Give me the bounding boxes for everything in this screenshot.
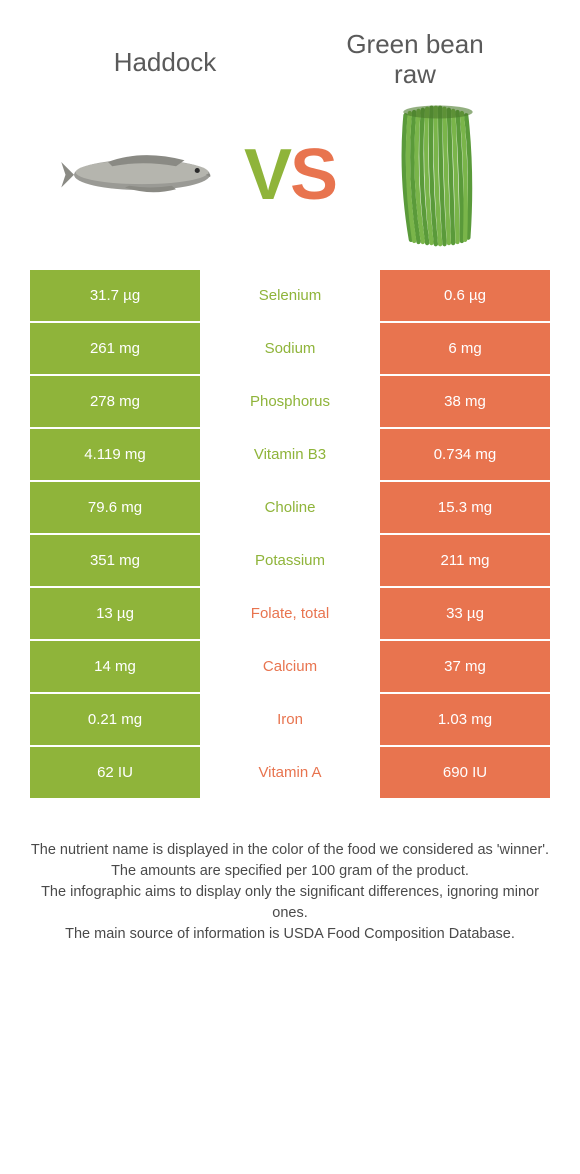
header: Haddock Green bean raw — [0, 0, 580, 100]
nutrient-name-cell: Potassium — [200, 535, 380, 586]
right-value-cell: 690 IU — [380, 747, 550, 798]
footer-notes: The nutrient name is displayed in the co… — [0, 800, 580, 945]
right-value-cell: 211 mg — [380, 535, 550, 586]
left-value-cell: 0.21 mg — [30, 694, 200, 745]
left-value-cell: 79.6 mg — [30, 482, 200, 533]
left-value-cell: 261 mg — [30, 323, 200, 374]
haddock-image — [40, 110, 244, 240]
table-row: 13 µgFolate, total33 µg — [30, 588, 550, 639]
right-value-cell: 38 mg — [380, 376, 550, 427]
right-value-cell: 6 mg — [380, 323, 550, 374]
left-value-cell: 14 mg — [30, 641, 200, 692]
right-title-line2: raw — [394, 59, 436, 89]
nutrient-name-cell: Vitamin B3 — [200, 429, 380, 480]
nutrient-table: 31.7 µgSelenium0.6 µg261 mgSodium6 mg278… — [0, 270, 580, 798]
table-row: 351 mgPotassium211 mg — [30, 535, 550, 586]
table-row: 261 mgSodium6 mg — [30, 323, 550, 374]
nutrient-name-cell: Calcium — [200, 641, 380, 692]
left-value-cell: 13 µg — [30, 588, 200, 639]
right-value-cell: 33 µg — [380, 588, 550, 639]
left-value-cell: 351 mg — [30, 535, 200, 586]
right-value-cell: 0.734 mg — [380, 429, 550, 480]
nutrient-name-cell: Iron — [200, 694, 380, 745]
green-beans-image — [336, 110, 540, 240]
footer-line1: The nutrient name is displayed in the co… — [30, 840, 550, 861]
right-value-cell: 1.03 mg — [380, 694, 550, 745]
nutrient-name-cell: Folate, total — [200, 588, 380, 639]
table-row: 278 mgPhosphorus38 mg — [30, 376, 550, 427]
vs-s: S — [290, 135, 336, 215]
vs-v: V — [244, 135, 290, 215]
left-value-cell: 31.7 µg — [30, 270, 200, 321]
footer-line3: The infographic aims to display only the… — [30, 882, 550, 924]
nutrient-name-cell: Choline — [200, 482, 380, 533]
table-row: 62 IUVitamin A690 IU — [30, 747, 550, 798]
left-value-cell: 62 IU — [30, 747, 200, 798]
footer-line2: The amounts are specified per 100 gram o… — [30, 861, 550, 882]
nutrient-name-cell: Vitamin A — [200, 747, 380, 798]
vs-label: VS — [244, 139, 336, 211]
right-value-cell: 0.6 µg — [380, 270, 550, 321]
images-row: VS — [0, 100, 580, 270]
left-food-title: Haddock — [40, 30, 290, 78]
right-value-cell: 37 mg — [380, 641, 550, 692]
fish-icon — [57, 145, 227, 205]
right-title-line1: Green bean — [346, 29, 483, 59]
nutrient-name-cell: Selenium — [200, 270, 380, 321]
nutrient-name-cell: Sodium — [200, 323, 380, 374]
footer-line4: The main source of information is USDA F… — [30, 924, 550, 945]
beans-icon — [373, 99, 503, 251]
table-row: 4.119 mgVitamin B30.734 mg — [30, 429, 550, 480]
table-row: 79.6 mgCholine15.3 mg — [30, 482, 550, 533]
left-value-cell: 4.119 mg — [30, 429, 200, 480]
right-food-title: Green bean raw — [290, 30, 540, 90]
table-row: 0.21 mgIron1.03 mg — [30, 694, 550, 745]
table-row: 31.7 µgSelenium0.6 µg — [30, 270, 550, 321]
left-value-cell: 278 mg — [30, 376, 200, 427]
nutrient-name-cell: Phosphorus — [200, 376, 380, 427]
right-value-cell: 15.3 mg — [380, 482, 550, 533]
table-row: 14 mgCalcium37 mg — [30, 641, 550, 692]
